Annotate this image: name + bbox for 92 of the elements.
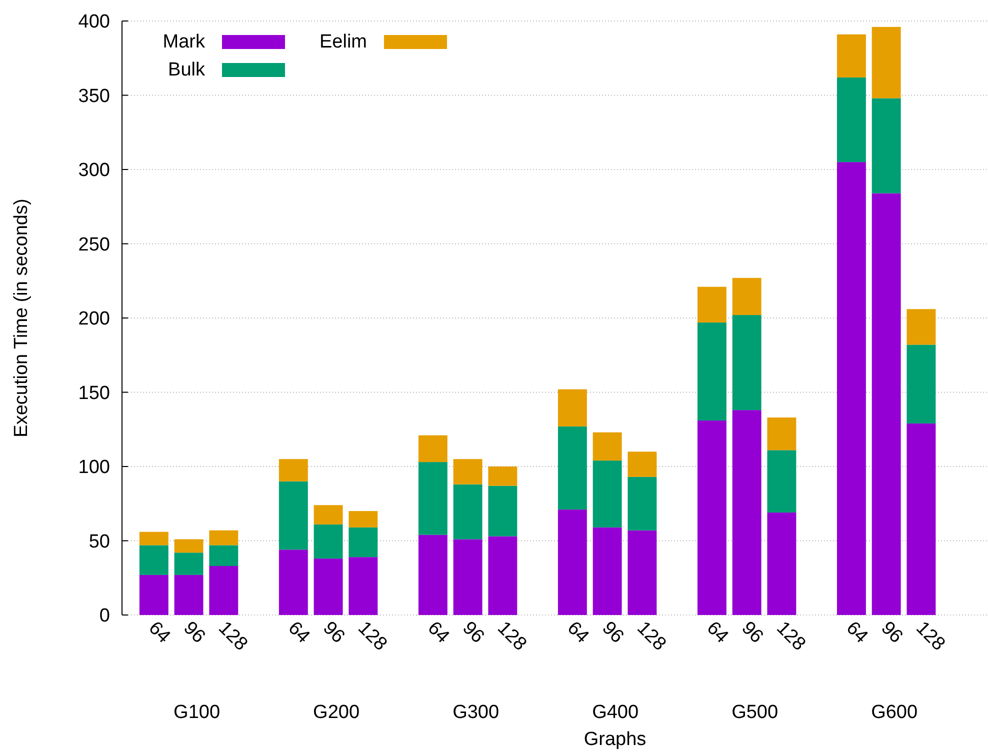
bar bbox=[453, 459, 482, 484]
bar bbox=[453, 484, 482, 540]
bar bbox=[767, 450, 796, 513]
bar bbox=[836, 162, 866, 615]
x-tick-label: 64 bbox=[144, 618, 174, 648]
x-tick-label: 64 bbox=[562, 618, 593, 648]
bar bbox=[732, 410, 762, 615]
x-tick-label: 96 bbox=[598, 618, 628, 648]
bar bbox=[836, 34, 866, 78]
bar bbox=[592, 527, 622, 615]
bar bbox=[872, 98, 901, 194]
bar bbox=[278, 481, 308, 550]
x-tick-label: 128 bbox=[214, 618, 252, 655]
bar bbox=[628, 452, 657, 477]
bar bbox=[139, 545, 168, 575]
y-tick-label: 200 bbox=[78, 308, 110, 330]
bar bbox=[488, 536, 518, 615]
y-tick-label: 150 bbox=[78, 382, 110, 404]
bar bbox=[348, 527, 378, 558]
bar bbox=[174, 552, 204, 575]
legend-label: Eelim bbox=[319, 32, 367, 53]
legend-label: Mark bbox=[162, 32, 206, 53]
bar bbox=[209, 566, 238, 615]
text: G500 bbox=[732, 702, 778, 723]
bar bbox=[348, 511, 378, 528]
x-axis-title: Graphs bbox=[584, 729, 646, 750]
y-tick-label: 100 bbox=[78, 457, 110, 478]
y-tick-label: 250 bbox=[78, 234, 110, 256]
text: G400 bbox=[592, 702, 639, 723]
bar bbox=[488, 486, 518, 536]
bar bbox=[628, 530, 657, 615]
bar bbox=[488, 466, 518, 486]
text: G300 bbox=[452, 702, 500, 723]
bar bbox=[174, 574, 204, 615]
bar bbox=[628, 476, 657, 530]
x-tick-label: 96 bbox=[876, 618, 907, 648]
text: G200 bbox=[313, 702, 360, 723]
bar bbox=[209, 530, 238, 546]
text: G600 bbox=[871, 702, 918, 723]
bar bbox=[453, 539, 482, 615]
y-tick-label: 50 bbox=[88, 531, 110, 552]
bar bbox=[767, 417, 796, 450]
y-tick-label: 350 bbox=[78, 86, 110, 107]
x-tick-label: 64 bbox=[284, 618, 314, 648]
bar bbox=[209, 545, 238, 566]
bar bbox=[697, 322, 726, 420]
bar bbox=[906, 344, 936, 424]
x-tick-label: 128 bbox=[354, 618, 391, 655]
bar bbox=[697, 420, 726, 615]
bar bbox=[836, 77, 866, 162]
bar bbox=[732, 278, 762, 316]
x-tick-label: 128 bbox=[632, 618, 670, 655]
y-tick-label: 0 bbox=[99, 606, 110, 627]
x-tick-label: 96 bbox=[318, 618, 349, 648]
bar bbox=[558, 510, 587, 615]
bar bbox=[139, 574, 168, 615]
bar bbox=[906, 309, 936, 345]
y-axis-title: Execution Time (in seconds) bbox=[11, 198, 32, 438]
bar bbox=[278, 550, 308, 615]
x-tick-label: 128 bbox=[912, 618, 949, 655]
bar bbox=[314, 558, 343, 615]
bar bbox=[697, 286, 726, 322]
y-tick-label: 400 bbox=[78, 12, 110, 33]
bar bbox=[139, 532, 168, 546]
x-tick-label: 64 bbox=[423, 618, 454, 648]
y-tick-label: 300 bbox=[78, 160, 110, 182]
x-tick-label: 96 bbox=[737, 618, 768, 648]
x-tick-label: 64 bbox=[702, 618, 733, 648]
bar bbox=[872, 26, 901, 98]
bar bbox=[314, 524, 343, 559]
x-tick-label: 96 bbox=[458, 618, 488, 648]
bar bbox=[558, 389, 587, 426]
bar bbox=[418, 534, 448, 615]
bar bbox=[558, 426, 587, 510]
x-tick-label: 128 bbox=[493, 618, 530, 655]
bar bbox=[592, 460, 622, 528]
bar bbox=[418, 435, 448, 462]
bar bbox=[872, 193, 901, 615]
bar bbox=[418, 462, 448, 535]
bar bbox=[314, 505, 343, 524]
bar bbox=[278, 459, 308, 482]
text: G100 bbox=[174, 702, 220, 723]
x-tick-label: 64 bbox=[842, 618, 872, 648]
legend-label: Bulk bbox=[168, 60, 206, 81]
x-tick-label: 96 bbox=[179, 618, 210, 648]
bar bbox=[174, 539, 204, 553]
bar bbox=[592, 432, 622, 461]
bar bbox=[767, 512, 796, 615]
bar bbox=[906, 423, 936, 615]
bar bbox=[732, 315, 762, 410]
bar bbox=[348, 557, 378, 615]
x-tick-label: 128 bbox=[772, 618, 810, 655]
